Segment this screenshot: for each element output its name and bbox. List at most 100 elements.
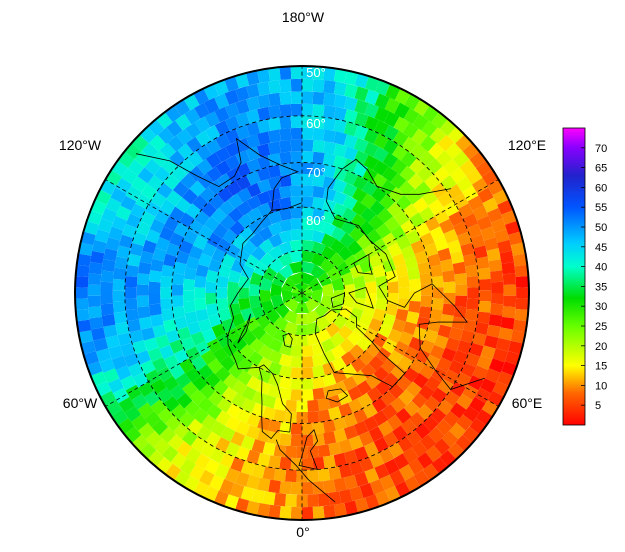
field-cell [296,494,308,508]
field-cell [397,436,414,453]
field-cell [145,430,163,448]
field-cell [143,337,159,352]
field-cell [349,264,364,279]
field-cell [312,79,325,93]
field-cell [138,316,153,330]
field-cell [393,453,410,470]
field-cell [279,66,292,67]
field-cell [431,298,444,311]
field-cell [419,232,435,247]
field-cell [343,134,358,149]
field-cell [251,439,266,454]
field-cell [108,345,124,360]
field-cell [212,223,229,239]
field-cell [227,207,244,223]
field-cell [323,141,337,155]
field-cell [118,396,135,413]
field-cell [183,267,197,280]
field-cell [399,165,416,182]
field-cell [443,158,460,175]
field-cell [283,333,298,346]
field-cell [302,151,314,163]
field-cell [250,325,267,341]
field-cell [215,133,231,149]
field-cell [216,397,233,413]
field-cell [219,214,236,231]
field-cell [364,128,379,145]
field-cell [453,221,469,236]
field-cell [302,378,314,390]
colorbar-tick-label: 45 [595,242,607,254]
field-cell [358,431,374,447]
field-cell [426,158,443,175]
field-cell [218,308,232,322]
field-cell [480,345,496,360]
field-cell [387,328,403,344]
lon-label-60e: 60°E [512,395,543,411]
field-cell [224,494,239,510]
field-cell [419,272,433,286]
field-cell [395,407,412,424]
colorbar-tick-label: 70 [595,143,607,155]
field-cell [229,482,245,499]
field-cell [107,378,124,394]
field-cell [279,481,292,495]
field-cell [492,348,508,363]
field-cell [246,500,260,516]
colorbar-tick-label: 25 [595,321,607,333]
field-cell [341,363,357,379]
field-cell [403,367,419,383]
field-cell [159,344,175,360]
field-cell [181,429,198,447]
field-cell [305,298,321,313]
field-cell [118,234,134,249]
field-cell [268,117,281,131]
field-cell [207,358,223,375]
colorbar-tick-label: 5 [595,400,601,412]
field-cell [384,111,400,128]
field-cell [112,300,126,313]
field-cell [420,434,437,451]
field-cell [240,264,255,279]
field-cell [177,143,194,160]
field-cell [302,434,314,447]
field-cell [178,239,194,255]
field-cell [116,245,131,259]
field-cell [101,259,116,272]
field-cell [383,372,400,389]
field-cell [368,426,384,442]
field-cell [273,468,287,482]
field-cell [273,492,286,507]
field-cell [111,355,128,371]
field-cell [204,458,220,475]
field-cell [101,207,117,223]
field-cell [86,361,103,376]
field-cell [295,313,309,325]
field-cell [406,188,422,205]
field-cell [240,460,255,476]
field-cell [290,367,302,379]
field-cell [479,290,492,302]
field-cell [281,276,296,292]
field-cell [312,376,326,390]
field-cell [110,187,127,204]
field-cell [311,342,326,356]
field-cell [392,144,408,161]
field-cell [75,290,76,302]
field-cell [311,241,326,255]
field-cell [368,214,385,231]
field-cell [201,201,217,218]
field-cell [349,460,364,476]
field-cell [144,411,161,428]
field-cell [443,293,456,305]
colorbar-tick-label: 50 [595,222,607,234]
field-cell [387,349,404,366]
field-cell [447,239,462,254]
field-cell [268,233,283,248]
field-cell [371,186,387,203]
field-cell [466,168,483,185]
field-cell [137,273,150,286]
field-cell [216,173,233,189]
field-cell [482,197,499,213]
field-cell [441,347,457,363]
